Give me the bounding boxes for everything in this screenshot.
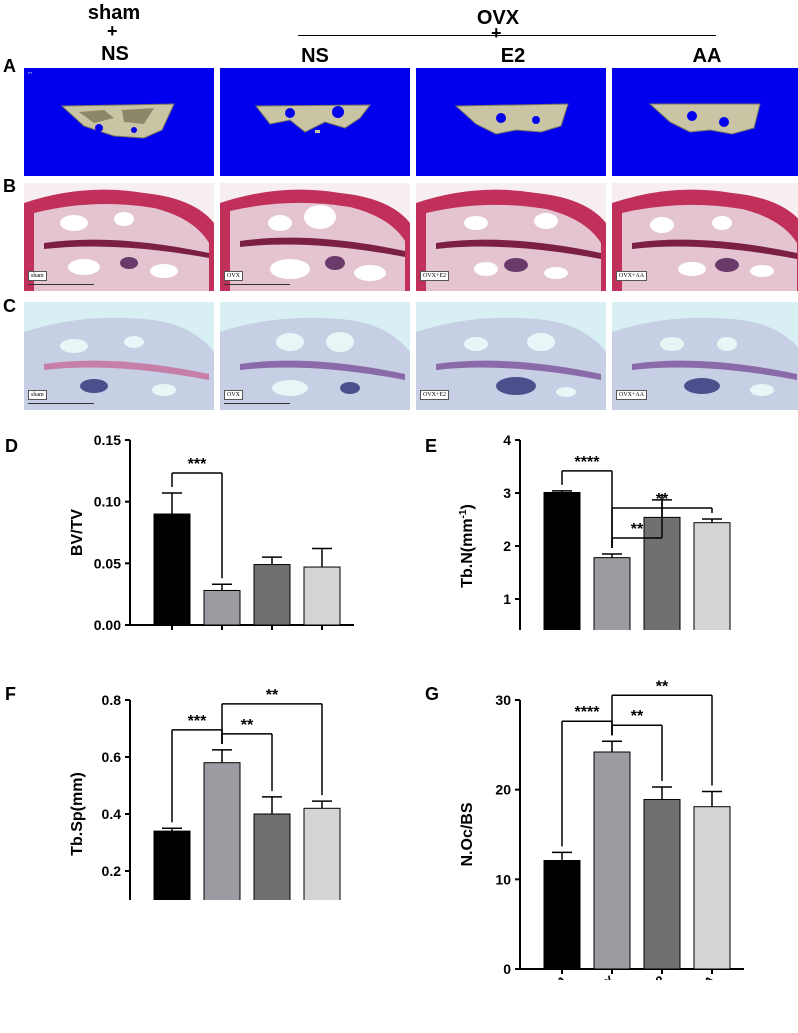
he-label-sham: sham: [28, 271, 47, 281]
y-tick-label: 4: [503, 432, 511, 448]
trap-image-ovx: OVX: [220, 302, 410, 410]
x-tick-label: OVX: [588, 972, 618, 980]
y-tick-label: 0.05: [94, 555, 121, 571]
sig-label: ****: [575, 704, 601, 721]
sig-label: **: [656, 680, 669, 695]
bar-OVX+E2: [253, 813, 291, 900]
ovx-group-aa: AA: [692, 45, 722, 67]
ovx-group-e2: E2: [500, 45, 526, 67]
sig-label: ****: [575, 454, 601, 471]
he-image-ovx-aa: OVX+AA: [612, 183, 798, 291]
y-tick-label: 2: [503, 538, 511, 554]
he-image-sham: sham: [24, 183, 214, 291]
bar-sham: [153, 513, 191, 626]
he-label-ovx-aa: OVX+AA: [616, 271, 648, 281]
sig-label: ***: [188, 456, 207, 473]
chart-tb-n: 01234Tb.N(mm-1)shamOVXOVX+E2OVX+AA******…: [458, 432, 731, 630]
he-image-ovx: OVX: [220, 183, 410, 291]
trap-label-ovx-aa: OVX+AA: [616, 390, 648, 400]
microct-image-ovx: [220, 68, 410, 176]
microct-corner-text: ▪▪▪: [28, 70, 33, 75]
y-tick-label: 0.15: [94, 432, 121, 448]
bar-OVX+AA: [303, 566, 341, 626]
row-label-c: C: [3, 296, 16, 316]
y-axis-label: BV/TV: [69, 509, 86, 556]
scale-bar: [224, 284, 290, 288]
y-tick-label: 30: [495, 692, 511, 708]
bar-OVX+E2: [643, 799, 681, 970]
bar-sham: [543, 491, 581, 630]
sham-header: sham: [87, 2, 141, 24]
sig-label: **: [631, 521, 644, 538]
bar-sham: [543, 860, 581, 970]
y-tick-label: 0.8: [102, 692, 122, 708]
sig-label: ***: [188, 713, 207, 730]
sig-label: **: [631, 708, 644, 725]
ovx-bracket-line: [298, 35, 716, 36]
trap-label-sham: sham: [28, 390, 47, 400]
y-tick-label: 0.2: [102, 863, 122, 879]
sham-plus: +: [107, 21, 118, 41]
y-tick-label: 0.00: [94, 617, 121, 630]
trap-image-sham: sham: [24, 302, 214, 410]
panel-label-f: F: [5, 684, 16, 704]
y-axis-label-end: ): [459, 504, 476, 509]
ovx-header: OVX: [476, 7, 520, 29]
ovx-group-ns: NS: [301, 45, 329, 67]
row-label-b: B: [3, 176, 16, 196]
y-tick-label: 0.10: [94, 494, 121, 510]
he-image-ovx-e2: OVX+E2: [416, 183, 606, 291]
bar-OVX+E2: [253, 564, 291, 626]
y-tick-label: 20: [495, 782, 511, 798]
scale-bar: [28, 403, 94, 407]
y-tick-label: 0.6: [102, 749, 122, 765]
microct-image-ovx-e2: [416, 68, 606, 176]
y-tick-label: 10: [495, 871, 511, 887]
bar-OVX: [203, 589, 241, 626]
ovx-plus: +: [491, 23, 502, 43]
trap-label-ovx-e2: OVX+E2: [420, 390, 450, 400]
chart-bv-tv: 0.000.050.100.15BV/TVshamOVXOVX+E2OVX+AA…: [69, 432, 354, 630]
sham-ns-label: NS: [101, 43, 129, 65]
trap-image-ovx-e2: OVX+E2: [416, 302, 606, 410]
bar-sham: [153, 830, 191, 900]
trap-image-ovx-aa: OVX+AA: [612, 302, 798, 410]
y-axis-label-sup: -1: [458, 509, 469, 518]
trap-label-ovx: OVX: [224, 390, 243, 400]
chart-tb-sp: 0.00.20.40.60.8Tb.Sp(mm)shamOVXOVX+E2OVX…: [69, 687, 341, 900]
y-axis-label: Tb.N(mm-1): [458, 504, 476, 588]
bar-OVX: [203, 762, 241, 900]
y-tick-label: 1: [503, 591, 511, 607]
row-label-a: A: [3, 56, 16, 76]
y-tick-label: 3: [503, 485, 511, 501]
y-axis-label: Tb.Sp(mm): [69, 772, 86, 856]
bar-OVX: [593, 751, 631, 970]
sig-label: **: [266, 687, 279, 704]
y-axis-label: N.Oc/BS: [459, 802, 476, 866]
he-label-ovx-e2: OVX+E2: [420, 271, 450, 281]
panel-label-e: E: [425, 436, 438, 456]
bar-OVX: [593, 557, 631, 630]
microct-image-ovx-aa: [612, 68, 798, 176]
bar-OVX+AA: [303, 807, 341, 900]
chart-n-oc-bs: 0102030N.Oc/BSshamOVXOVX+E2OVX+AA*******…: [459, 680, 744, 980]
bar-OVX+AA: [693, 806, 731, 970]
sig-label: **: [656, 491, 669, 508]
panel-label-g: G: [425, 684, 440, 704]
scale-bar: [28, 284, 94, 288]
panel-label-d: D: [5, 436, 18, 456]
sig-label: **: [241, 717, 254, 734]
microct-image-sham: ▪▪▪: [24, 68, 214, 176]
bar-OVX+AA: [693, 522, 731, 630]
he-label-ovx: OVX: [224, 271, 243, 281]
x-tick-label: OVX: [198, 628, 228, 630]
y-tick-label: 0.4: [102, 806, 122, 822]
y-tick-label: 0: [503, 961, 511, 977]
scale-bar: [224, 403, 290, 407]
